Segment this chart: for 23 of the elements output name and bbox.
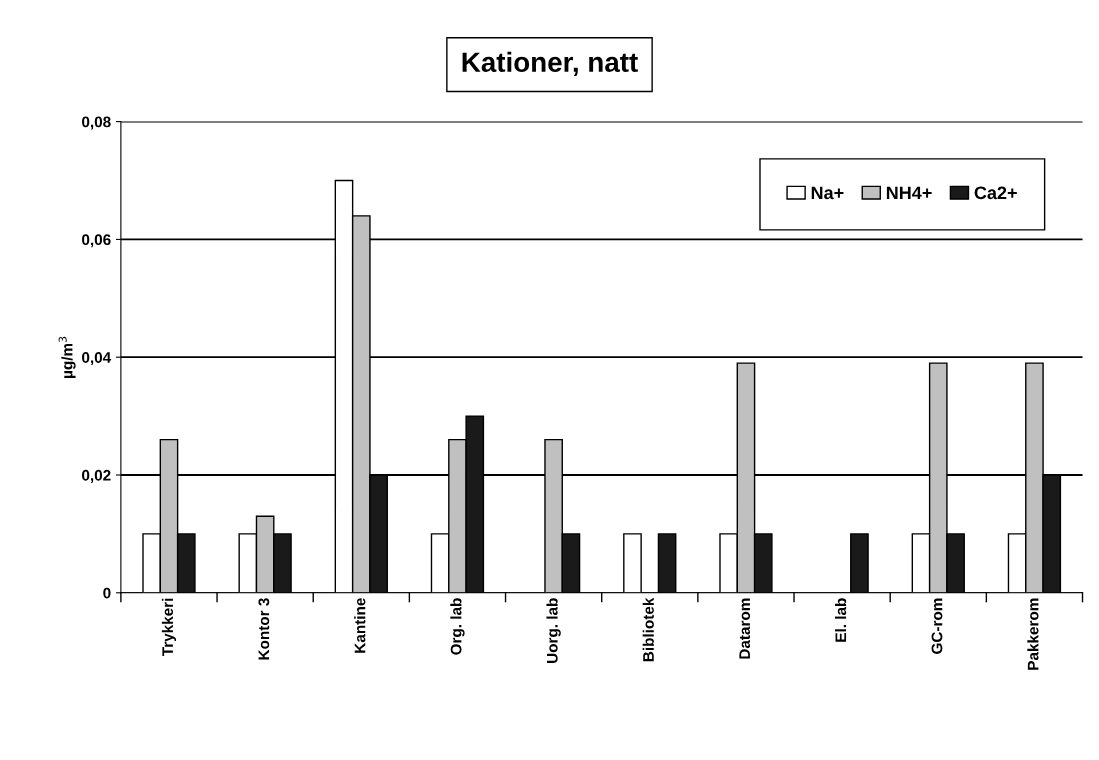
x-tick-label: Bibliotek [642, 597, 654, 662]
x-tick-label: Kantine [354, 598, 366, 653]
bar [657, 533, 677, 593]
y-tick-label: 0 [103, 587, 111, 599]
y-tick-label: 0,02 [82, 469, 111, 483]
chart-title: Kationer, natt [462, 51, 638, 77]
x-tick-label: Uorg. lab [546, 598, 561, 663]
x-tick-label: Kontor 3 [258, 598, 270, 660]
legend-label: NH4+ [886, 186, 932, 200]
y-tick-label: 0,08 [82, 116, 111, 130]
legend-label: Ca2+ [974, 186, 1017, 200]
x-tick-label: Org. lab [450, 598, 465, 655]
x-tick-label: Datarom [739, 598, 751, 659]
x-tick-label: Pakkerom [1027, 598, 1039, 670]
x-tick-label: Trykkeri [161, 598, 177, 657]
y-axis-title: µg/m$^{3}$ [58, 336, 76, 378]
legend-label: Na+ [811, 186, 844, 200]
y-tick-label: 0,06 [82, 234, 111, 248]
y-tick-label: 0,04 [82, 352, 112, 366]
x-tick-label: El. lab [834, 598, 847, 642]
bar [850, 533, 869, 593]
x-tick-label: GC-rom [931, 598, 943, 654]
bar [623, 533, 642, 593]
